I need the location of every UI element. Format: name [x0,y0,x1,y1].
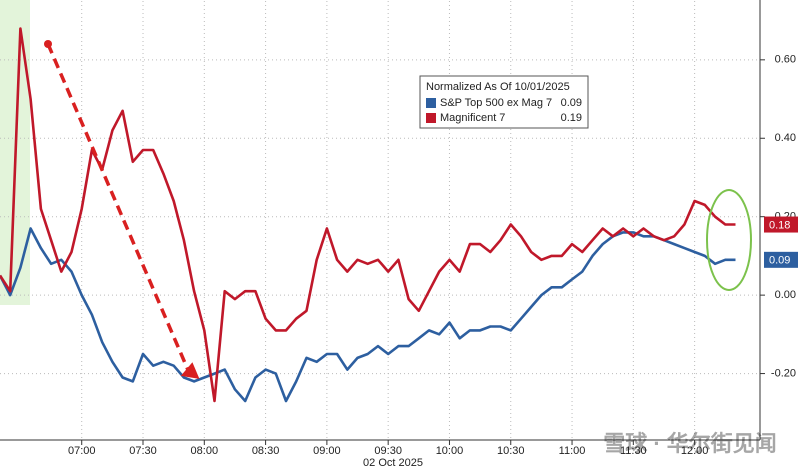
x-tick-label: 10:30 [497,445,525,457]
legend-title: Normalized As Of 10/01/2025 [426,81,570,93]
legend-swatch [426,113,436,123]
series-line [0,227,736,403]
x-tick-label: 08:00 [191,445,219,457]
y-tick-label: 0.40 [775,132,796,144]
end-value-tag [764,251,798,268]
end-value-label: 0.18 [769,219,790,231]
arrow-head [180,362,200,379]
series-line [0,27,736,403]
x-tick-label: 08:30 [252,445,280,457]
end-value-label: 0.09 [769,255,790,267]
annotation-arrow [46,43,190,371]
x-axis-label: 02 Oct 2025 [363,457,423,469]
x-tick-label: 09:00 [313,445,341,457]
legend-value: 0.09 [561,97,582,109]
watermark: 雪球 · 华尔街见闻 [603,431,777,456]
legend-label: S&P Top 500 ex Mag 7 [440,97,552,109]
legend-swatch [426,98,436,108]
x-tick-label: 10:00 [436,445,464,457]
end-value-tag [764,216,798,233]
x-tick-label: 11:30 [620,445,647,457]
legend-label: Magnificent 7 [440,112,505,124]
x-tick-label: 07:00 [68,445,96,457]
legend-value: 0.19 [561,112,582,124]
y-tick-label: -0.20 [771,367,796,379]
arrow-start [44,40,52,48]
x-tick-label: 11:00 [559,445,586,457]
plot [0,27,736,403]
x-tick-label: 09:30 [374,445,402,457]
y-tick-label: 0.00 [775,289,796,301]
annotation-ellipse [706,189,752,291]
x-tick-label: 07:30 [129,445,157,457]
legend-box [419,75,589,129]
legend: Normalized As Of 10/01/2025 [419,75,589,129]
x-tick-label: 12:00 [681,445,709,457]
y-tick-label: 0.60 [775,54,796,66]
grid [0,1,760,440]
